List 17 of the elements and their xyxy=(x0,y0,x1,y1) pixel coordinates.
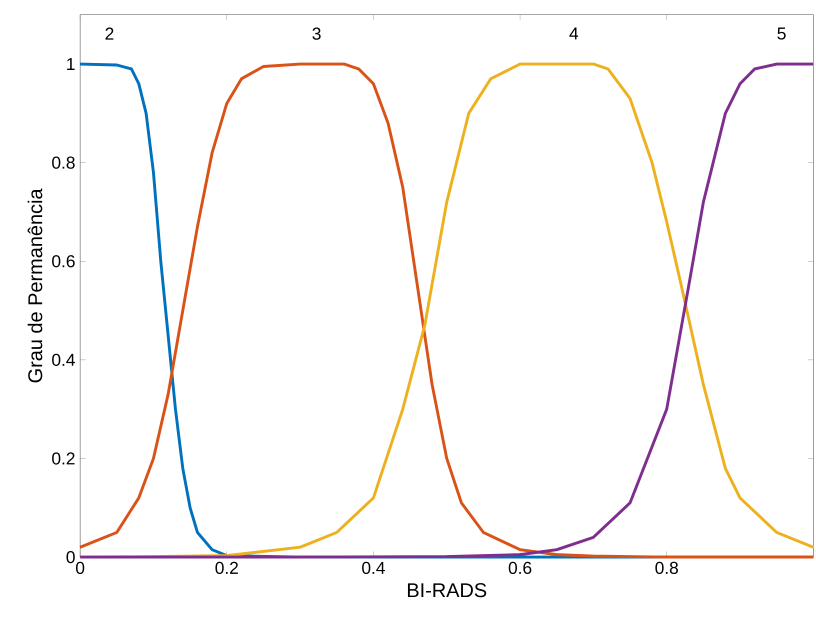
y-axis-title: Grau de Permanência xyxy=(28,188,42,382)
x-tick-label: 0.8 xyxy=(655,562,678,574)
y-tick-label: 0 xyxy=(66,551,75,564)
x-tick-label: 0.4 xyxy=(362,562,385,574)
x-tick-label: 0.2 xyxy=(215,562,238,574)
annotation: 2 xyxy=(106,28,114,40)
y-tick-label: 0.8 xyxy=(52,156,75,169)
y-tick-label: 0.4 xyxy=(52,354,75,366)
annotation: 3 xyxy=(312,28,321,40)
y-tick-label: 1 xyxy=(67,58,75,70)
annotation: 5 xyxy=(777,28,786,40)
y-tick-label: 0.6 xyxy=(52,255,75,268)
y-tick-label: 0.2 xyxy=(52,452,75,465)
annotation: 4 xyxy=(569,28,578,40)
x-axis-title: BI-RADS xyxy=(408,583,486,598)
x-tick-label: 0 xyxy=(76,562,84,574)
x-tick-label: 0.6 xyxy=(508,562,532,574)
